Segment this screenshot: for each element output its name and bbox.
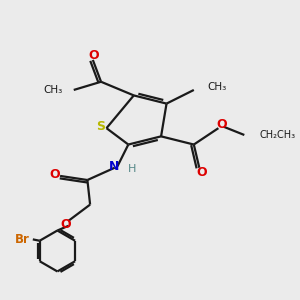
Text: Br: Br [15,233,30,246]
Text: CH₃: CH₃ [208,82,227,92]
Text: O: O [60,218,71,231]
Text: O: O [216,118,227,131]
Text: O: O [88,49,99,62]
Text: N: N [108,160,119,173]
Text: O: O [49,168,60,181]
Text: S: S [96,120,105,133]
Text: O: O [197,166,207,179]
Text: CH₂CH₃: CH₂CH₃ [259,130,296,140]
Text: CH₃: CH₃ [44,85,63,95]
Text: H: H [128,164,136,174]
